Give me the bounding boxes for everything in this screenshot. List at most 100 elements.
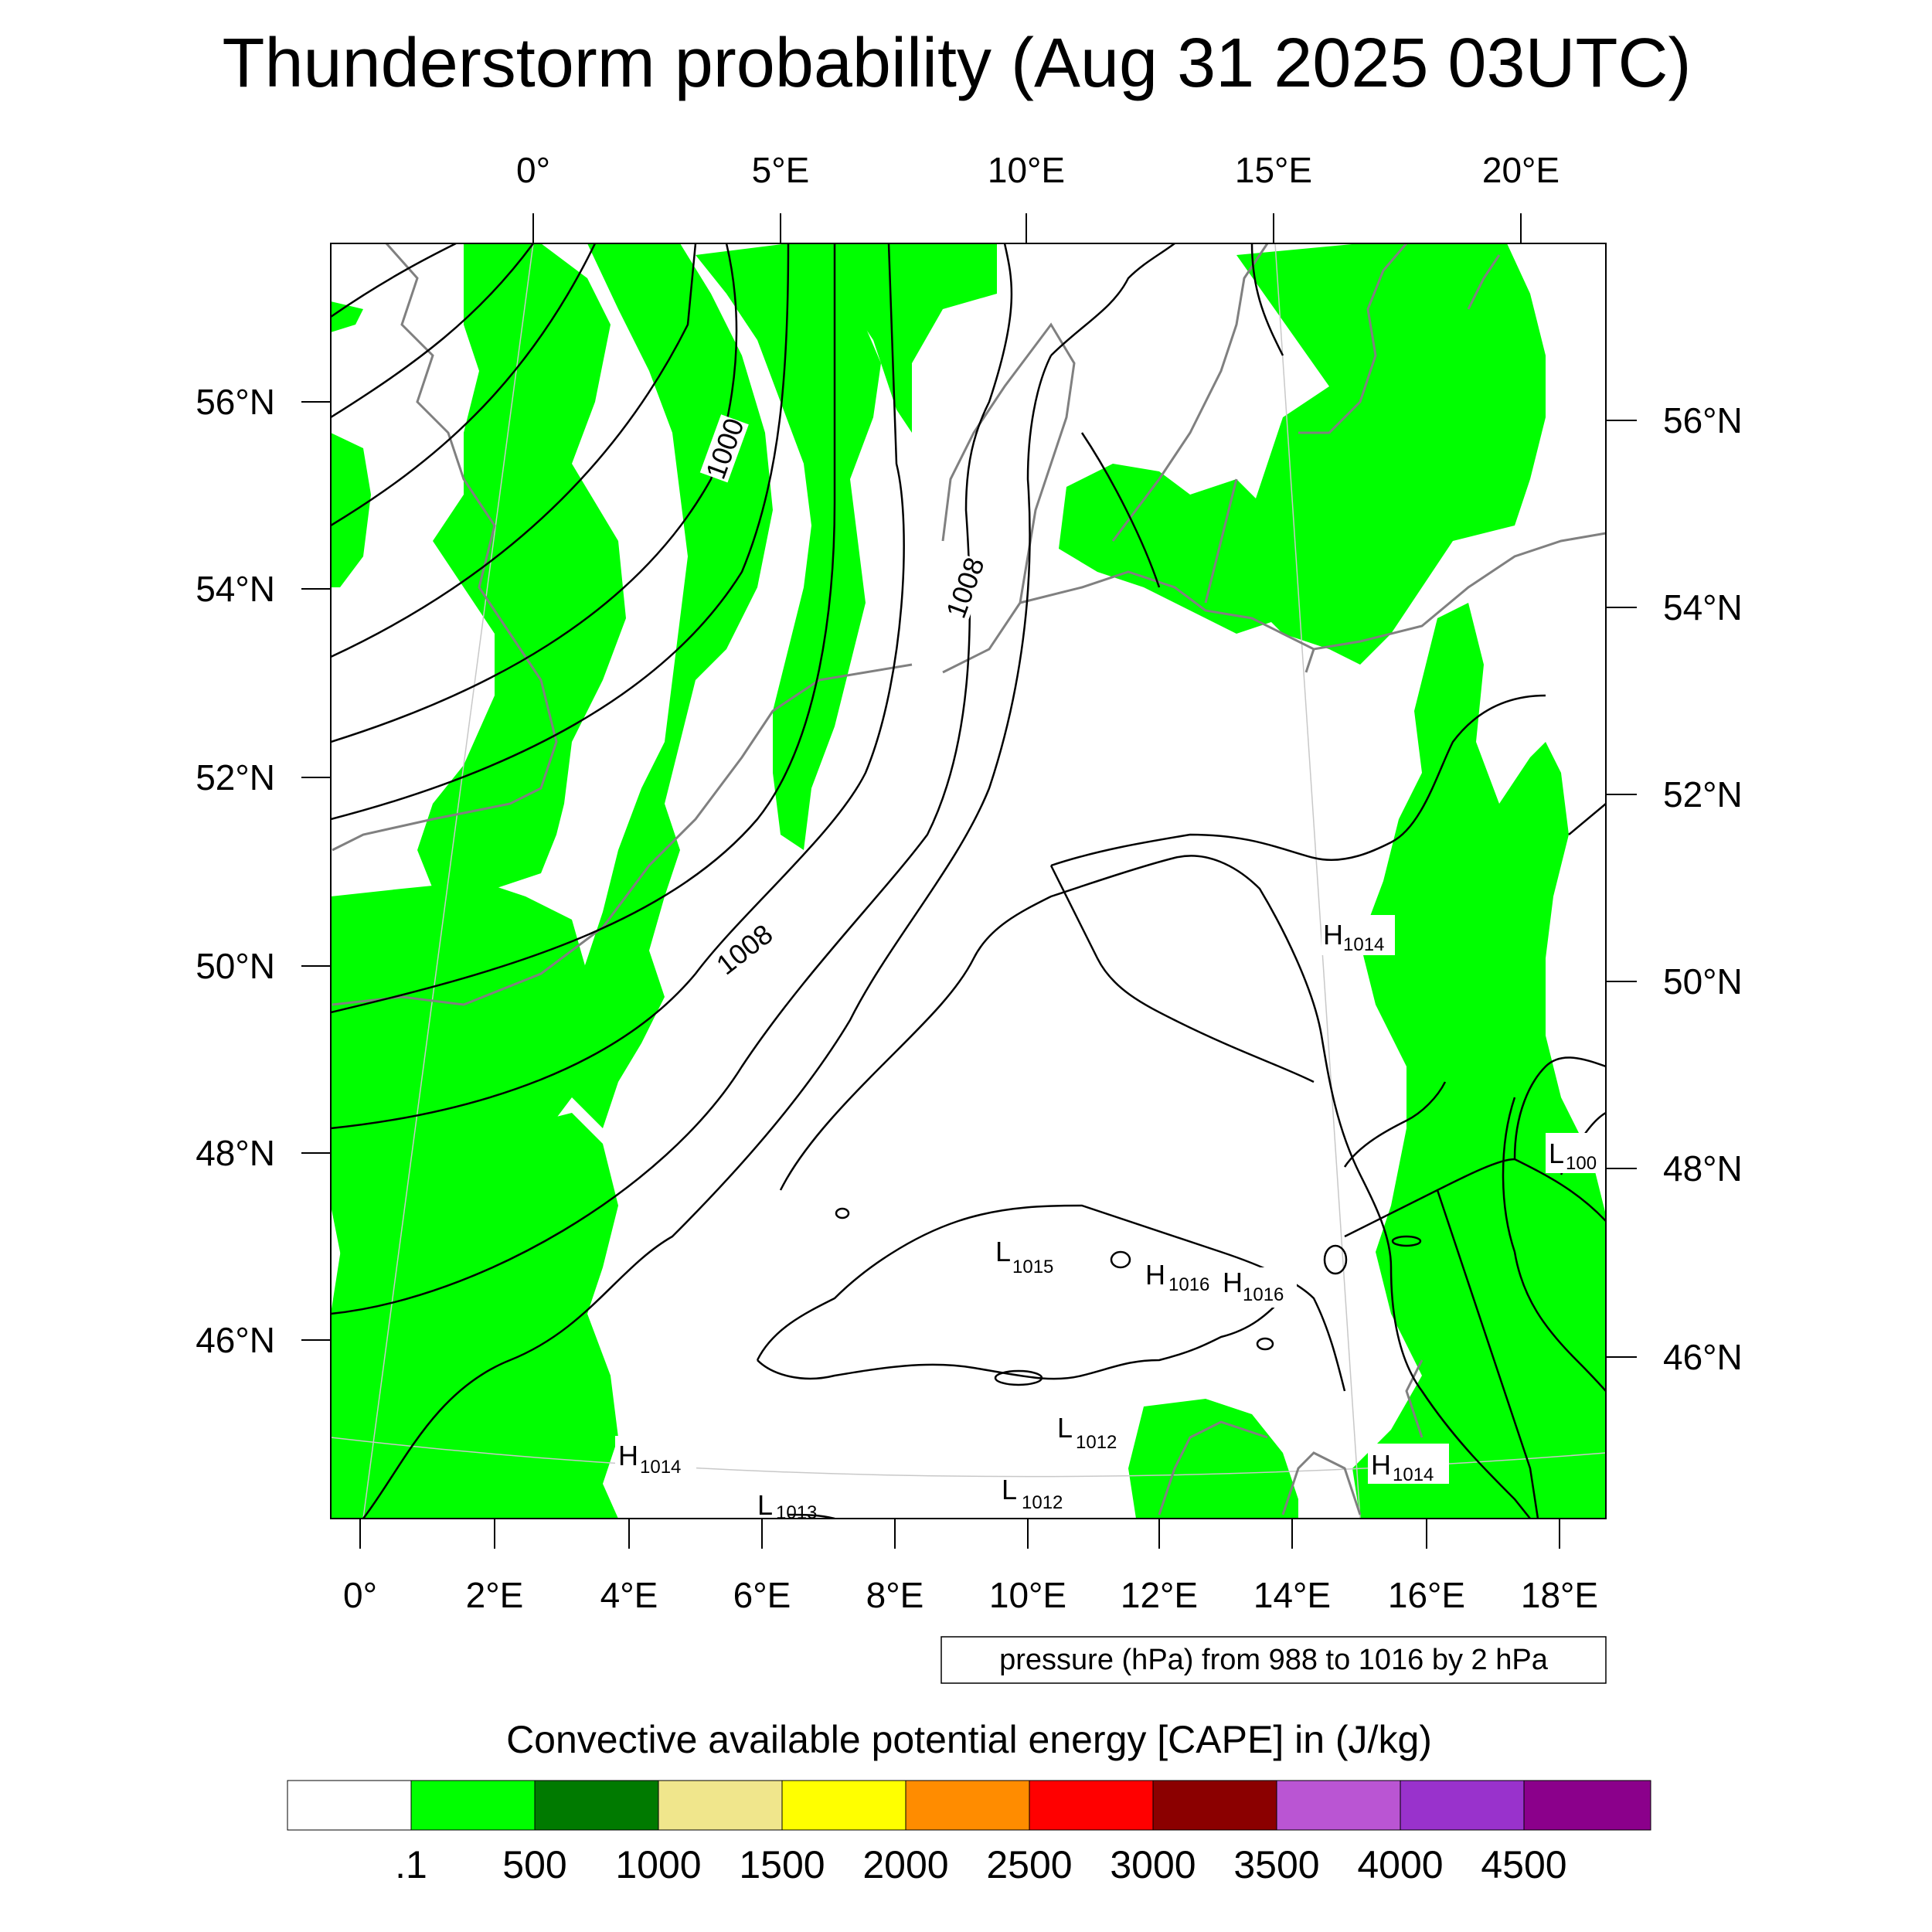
cape-area-southeast (1128, 1399, 1298, 1519)
right-lat-label: 54°N (1663, 587, 1743, 628)
top-lon-label: 20°E (1482, 150, 1560, 190)
colorbar-tick-label: 4500 (1481, 1843, 1566, 1886)
colorbar-swatch (1029, 1780, 1154, 1831)
cape-area-poland-north (1236, 243, 1546, 665)
coastlines (332, 243, 1606, 1515)
cape-area-uk-northwest (331, 301, 363, 332)
isobars (331, 243, 1606, 1519)
colorbar-swatch (287, 1780, 412, 1831)
top-lon-label: 5°E (752, 150, 810, 190)
right-lat-label: 56°N (1663, 400, 1743, 440)
left-lat-label: 46°N (196, 1320, 275, 1360)
svg-text:L: L (757, 1489, 773, 1521)
svg-text:100: 100 (1566, 1153, 1597, 1174)
bottom-lon-labels: 0° 2°E 4°E 6°E 8°E 10°E 12°E 14°E 16°E 1… (343, 1575, 1598, 1615)
bottom-ticks (359, 1519, 1560, 1549)
left-ticks (301, 401, 331, 1341)
pressure-center: L 1015 (995, 1236, 1053, 1277)
svg-text:1016: 1016 (1168, 1274, 1209, 1295)
contour-info-text: pressure (hPa) from 988 to 1016 by 2 hPa (999, 1644, 1549, 1676)
svg-text:L: L (1057, 1412, 1073, 1444)
cape-area-northsea (417, 243, 626, 889)
pressure-center: H 1016 (1142, 1253, 1219, 1295)
cape-area-northeast (781, 243, 997, 433)
pressure-center: H 1014 (1368, 1444, 1449, 1485)
bottom-lon-label: 12°E (1121, 1575, 1198, 1615)
right-lat-label: 48°N (1663, 1148, 1743, 1189)
colorbar-swatch (658, 1780, 783, 1831)
right-lat-label: 50°N (1663, 961, 1743, 1002)
pressure-center: H 1014 (1321, 915, 1395, 955)
cape-area-poland-east (1352, 603, 1606, 1519)
pressure-center: L 1012 (1057, 1412, 1117, 1453)
svg-text:H: H (1323, 919, 1343, 951)
bottom-lon-label: 8°E (866, 1575, 924, 1615)
top-lon-label: 0° (516, 150, 550, 190)
bottom-lon-label: 2°E (466, 1575, 524, 1615)
svg-text:L: L (1002, 1474, 1017, 1505)
colorbar-swatches (287, 1780, 1651, 1831)
pressure-centers: H 1014 L 100 L 1015 H 1016 (615, 915, 1606, 1523)
cape-areas (331, 243, 1606, 1519)
svg-text:1013: 1013 (776, 1502, 817, 1523)
colorbar: .1 500 1000 1500 2000 2500 3000 3500 400… (287, 1780, 1651, 1886)
cape-area-france-central (331, 1113, 618, 1519)
svg-text:H: H (618, 1440, 638, 1471)
svg-text:1014: 1014 (640, 1457, 681, 1478)
colorbar-swatch (905, 1780, 1030, 1831)
colorbar-title: Convective available potential energy [C… (506, 1718, 1432, 1761)
colorbar-tick-label: 3000 (1110, 1843, 1196, 1886)
bottom-lon-label: 6°E (733, 1575, 791, 1615)
right-ticks (1606, 420, 1637, 1358)
bottom-lon-label: 16°E (1388, 1575, 1465, 1615)
left-lat-label: 48°N (196, 1133, 275, 1173)
top-ticks (532, 213, 1522, 243)
cape-area-baltic (1059, 464, 1314, 634)
pressure-center: H 1016 (1219, 1267, 1297, 1308)
top-lon-label: 15°E (1235, 150, 1312, 190)
pressure-center: L 1013 (757, 1489, 817, 1523)
map-panel: 1000 1008 1008 H 1014 (330, 243, 1607, 1523)
bottom-lon-label: 14°E (1253, 1575, 1331, 1615)
colorbar-swatch (1276, 1780, 1401, 1831)
bottom-lon-label: 18°E (1521, 1575, 1598, 1615)
colorbar-swatch (410, 1780, 536, 1831)
svg-text:H: H (1223, 1267, 1243, 1298)
svg-text:H: H (1145, 1259, 1165, 1291)
svg-text:L: L (1549, 1138, 1564, 1169)
colorbar-tick-labels: .1 500 1000 1500 2000 2500 3000 3500 400… (395, 1843, 1566, 1886)
pressure-center: H 1014 (615, 1436, 696, 1478)
pressure-center: L 100 (1546, 1133, 1606, 1174)
svg-text:L: L (995, 1236, 1011, 1267)
colorbar-tick-label: 2500 (986, 1843, 1072, 1886)
left-lat-label: 50°N (196, 946, 275, 986)
map-title: Thunderstorm probability (Aug 31 2025 03… (223, 25, 1692, 102)
bottom-lon-label: 4°E (600, 1575, 658, 1615)
colorbar-tick-label: 2000 (862, 1843, 948, 1886)
right-lat-label: 46°N (1663, 1337, 1743, 1377)
left-lat-label: 52°N (196, 757, 275, 798)
map-frame (330, 243, 1607, 1519)
svg-text:1014: 1014 (1343, 934, 1384, 955)
colorbar-tick-label: .1 (395, 1843, 427, 1886)
colorbar-swatch (534, 1780, 659, 1831)
colorbar-tick-label: 500 (502, 1843, 566, 1886)
colorbar-tick-label: 4000 (1357, 1843, 1443, 1886)
svg-text:1016: 1016 (1243, 1284, 1284, 1305)
svg-text:H: H (1371, 1449, 1391, 1481)
contour-info-box: pressure (hPa) from 988 to 1016 by 2 hPa (940, 1636, 1607, 1684)
svg-text:1015: 1015 (1012, 1257, 1053, 1277)
bottom-lon-label: 0° (343, 1575, 377, 1615)
svg-text:1012: 1012 (1076, 1432, 1117, 1453)
colorbar-tick-label: 3500 (1233, 1843, 1319, 1886)
top-lon-label: 10°E (988, 150, 1065, 190)
left-lat-labels: 56°N 54°N 52°N 50°N 48°N 46°N (196, 382, 275, 1360)
left-lat-label: 56°N (196, 382, 275, 422)
right-lat-label: 52°N (1663, 774, 1743, 815)
svg-text:1014: 1014 (1393, 1464, 1434, 1485)
colorbar-tick-label: 1000 (615, 1843, 701, 1886)
colorbar-swatch (1523, 1780, 1651, 1831)
colorbar-swatch (781, 1780, 906, 1831)
colorbar-tick-label: 1500 (739, 1843, 825, 1886)
